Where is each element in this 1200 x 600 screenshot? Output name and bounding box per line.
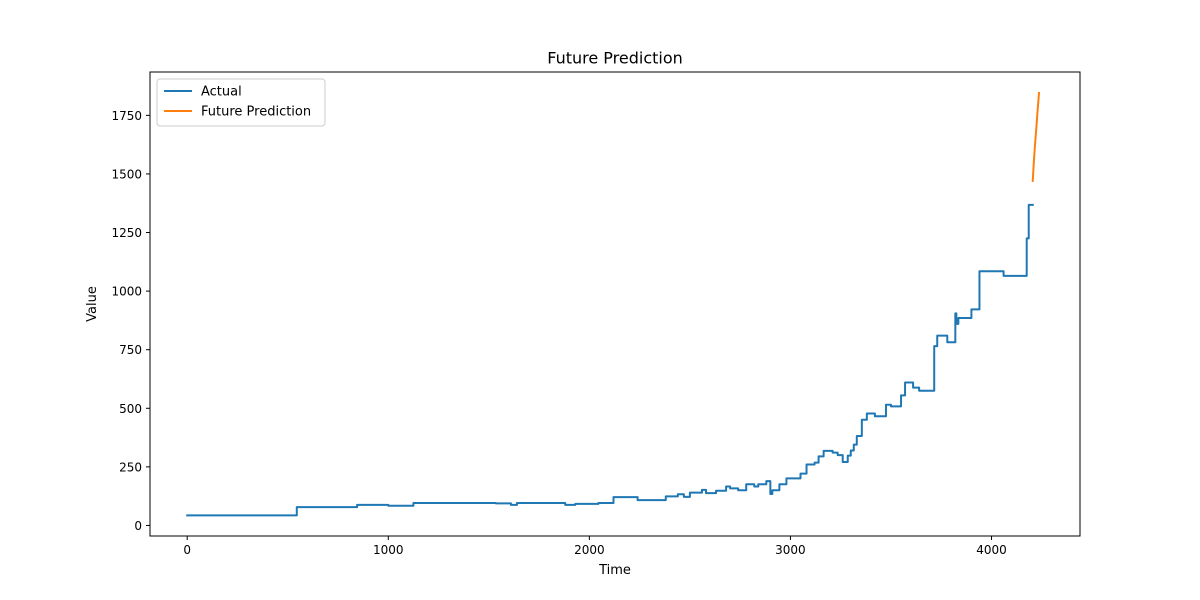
legend-label-future-prediction: Future Prediction bbox=[201, 105, 311, 120]
y-tick-label: 1250 bbox=[111, 226, 142, 240]
x-tick-label: 4000 bbox=[976, 543, 1007, 557]
y-tick-label: 500 bbox=[119, 402, 142, 416]
x-tick-label: 1000 bbox=[373, 543, 404, 557]
x-tick-label: 2000 bbox=[574, 543, 605, 557]
y-axis-label: Value bbox=[85, 286, 100, 322]
legend: Actual Future Prediction bbox=[156, 78, 326, 127]
y-tick-label: 750 bbox=[119, 343, 142, 357]
y-axis: 0 250 500 750 1000 1250 1500 1750 bbox=[111, 109, 150, 533]
plot-frame bbox=[149, 71, 1081, 537]
series-line-actual bbox=[186, 203, 1034, 517]
y-tick-label: 250 bbox=[119, 460, 142, 474]
legend-label-actual: Actual bbox=[201, 85, 242, 100]
x-tick-label: 3000 bbox=[775, 543, 806, 557]
x-tick-label: 0 bbox=[183, 543, 191, 557]
y-tick-label: 1000 bbox=[111, 285, 142, 299]
plot-series bbox=[186, 92, 1041, 517]
y-tick-label: 1750 bbox=[111, 109, 142, 123]
legend-box bbox=[156, 78, 326, 127]
x-axis: 0 1000 2000 3000 4000 bbox=[183, 536, 1007, 557]
chart-title: Future Prediction bbox=[547, 49, 683, 68]
series-line-future-prediction bbox=[1031, 92, 1041, 183]
y-tick-label: 1500 bbox=[111, 167, 142, 181]
x-axis-label: Time bbox=[598, 563, 631, 578]
y-tick-label: 0 bbox=[134, 519, 142, 533]
